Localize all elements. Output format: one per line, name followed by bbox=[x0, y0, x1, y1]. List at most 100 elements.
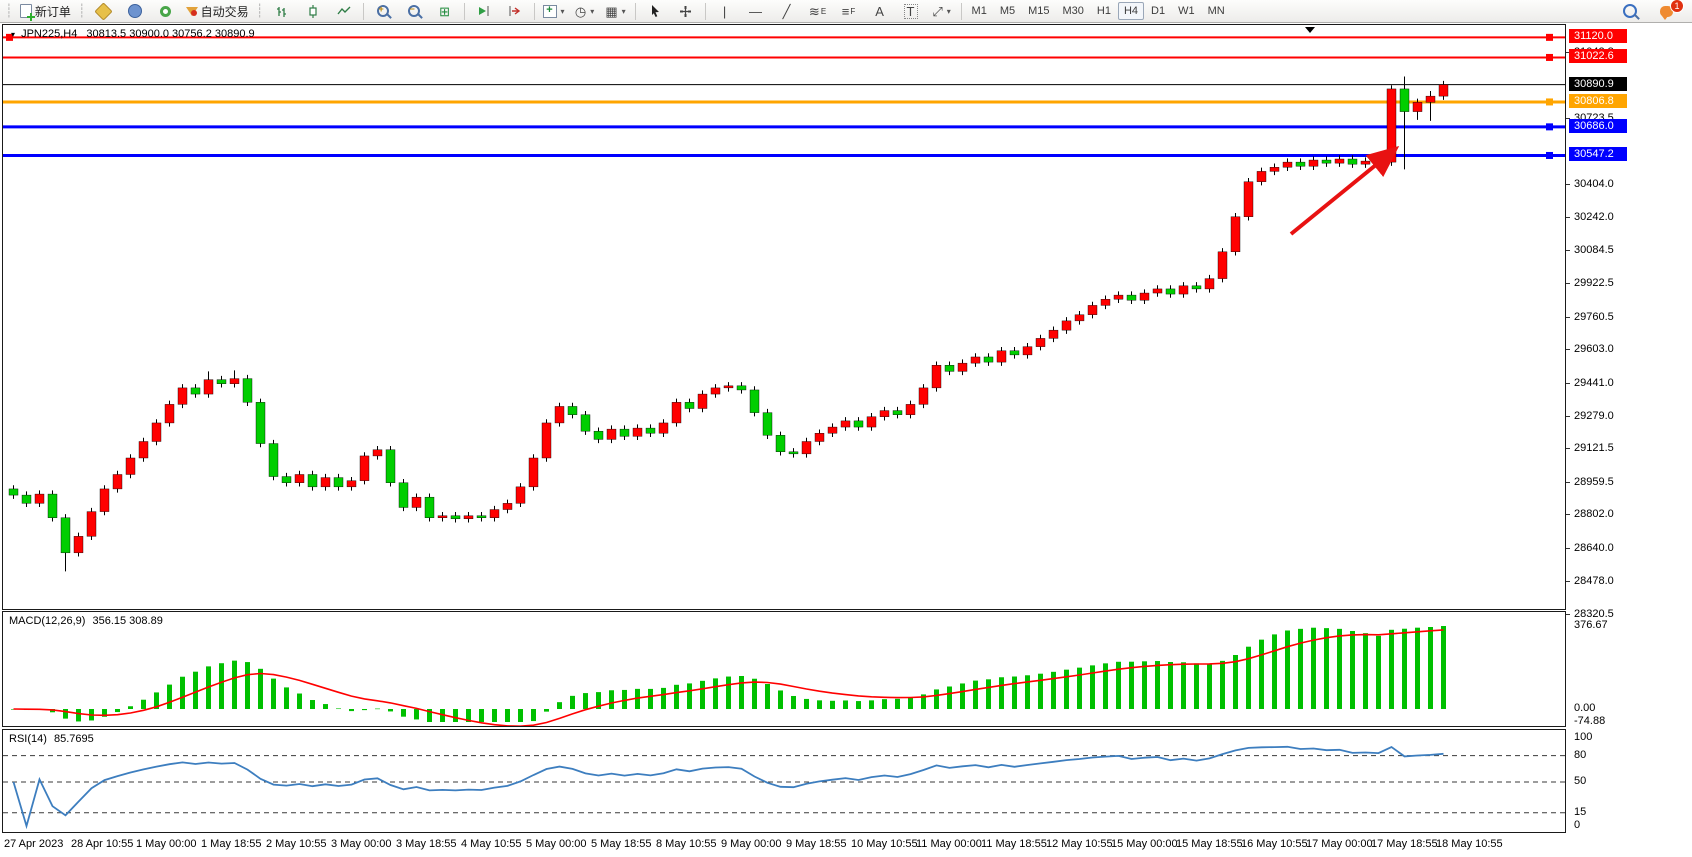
macd-histogram-bar bbox=[1181, 662, 1186, 709]
cursor-button[interactable] bbox=[640, 0, 670, 22]
timeframe-M15[interactable]: M15 bbox=[1028, 5, 1050, 17]
toolbar-separator bbox=[704, 2, 706, 20]
horizontal-line-button[interactable]: — bbox=[741, 0, 771, 22]
macd-histogram-bar bbox=[1103, 663, 1108, 709]
candlestick-chart-button[interactable] bbox=[298, 0, 328, 22]
search-button[interactable] bbox=[1615, 0, 1645, 22]
candle bbox=[1113, 294, 1124, 300]
candle bbox=[320, 477, 331, 488]
auto-scroll-icon bbox=[479, 6, 489, 16]
main-chart-panel[interactable]: ▾ JPN225,H4 30813.5 30900.0 30756.2 3089… bbox=[2, 24, 1566, 610]
line-handle[interactable] bbox=[1546, 123, 1553, 131]
price-tick-label: 29121.5 bbox=[1574, 442, 1614, 455]
vertical-line-button[interactable]: | bbox=[710, 0, 740, 22]
price-line-badge: 31120.0 bbox=[1569, 29, 1627, 44]
timeframe-M1[interactable]: M1 bbox=[971, 5, 987, 17]
periods-button[interactable]: ◷ ▾ bbox=[570, 0, 600, 22]
macd-histogram-bar bbox=[466, 709, 471, 722]
timeframe-M5[interactable]: M5 bbox=[999, 5, 1016, 17]
line-handle[interactable] bbox=[6, 33, 13, 41]
candle bbox=[489, 509, 500, 518]
candle bbox=[710, 387, 721, 395]
crosshair-button[interactable] bbox=[671, 0, 701, 22]
candle bbox=[177, 387, 188, 405]
trendline-button[interactable]: ╱ bbox=[772, 0, 802, 22]
macd-histogram-bar bbox=[895, 698, 900, 709]
candle bbox=[697, 393, 708, 409]
line-handle[interactable] bbox=[1546, 151, 1553, 159]
time-label: 9 May 18:55 bbox=[786, 838, 847, 850]
title-marker-icon: ▾ bbox=[11, 30, 16, 39]
timeframe-M30[interactable]: M30 bbox=[1062, 5, 1084, 17]
line-handle[interactable] bbox=[1546, 53, 1553, 61]
trendline-icon: ╱ bbox=[782, 3, 791, 19]
rsi-chart[interactable] bbox=[3, 730, 1565, 832]
timeframe-H4[interactable]: H4 bbox=[1117, 2, 1145, 20]
chart-shift-button[interactable] bbox=[500, 0, 530, 22]
candle bbox=[645, 427, 656, 434]
timeframe-H1[interactable]: H1 bbox=[1096, 5, 1111, 17]
new-order-button[interactable]: 新订单 bbox=[16, 0, 75, 22]
rsi-value: 85.7695 bbox=[53, 733, 94, 745]
alerts-button[interactable] bbox=[151, 0, 181, 22]
zoom-in-button[interactable]: + bbox=[368, 0, 398, 22]
line-handle[interactable] bbox=[1546, 98, 1553, 106]
notifications-button[interactable]: 1 bbox=[1651, 0, 1684, 22]
macd-histogram-bar bbox=[1376, 635, 1381, 709]
time-label: 5 May 00:00 bbox=[526, 838, 587, 850]
macd-histogram-bar bbox=[1207, 663, 1212, 709]
text-button[interactable]: A bbox=[865, 0, 895, 22]
profiles-button[interactable] bbox=[120, 0, 150, 22]
candle bbox=[996, 350, 1007, 363]
macd-panel[interactable]: MACD(12,26,9) 356.15 308.89 bbox=[2, 611, 1566, 727]
text-label-button[interactable]: T bbox=[896, 0, 926, 22]
rsi-axis-label: 100 bbox=[1574, 731, 1593, 743]
macd-histogram-bar bbox=[167, 684, 172, 709]
macd-histogram-bar bbox=[245, 662, 250, 709]
candle bbox=[879, 410, 890, 417]
macd-name: MACD(12,26,9) bbox=[9, 615, 86, 627]
macd-histogram-bar bbox=[1129, 661, 1134, 709]
candle bbox=[307, 474, 318, 488]
rsi-axis-label: 0 bbox=[1574, 819, 1581, 831]
time-label: 17 May 18:55 bbox=[1371, 838, 1438, 850]
charts-button[interactable] bbox=[89, 0, 119, 22]
macd-histogram-bar bbox=[882, 699, 887, 709]
line-chart-button[interactable] bbox=[329, 0, 359, 22]
price-tick-label: 29441.0 bbox=[1574, 376, 1614, 389]
candle bbox=[151, 422, 162, 442]
macd-histogram-bar bbox=[1441, 626, 1446, 709]
timeframe-MN[interactable]: MN bbox=[1207, 5, 1225, 17]
macd-histogram-bar bbox=[427, 709, 432, 722]
trend-arrow-annotation[interactable] bbox=[1289, 145, 1400, 236]
macd-histogram-bar bbox=[1051, 671, 1056, 709]
indicators-button[interactable]: + ▾ bbox=[539, 0, 569, 22]
chevron-down-icon: ▾ bbox=[621, 6, 626, 16]
candlestick-icon bbox=[308, 4, 317, 18]
macd-chart[interactable] bbox=[3, 612, 1565, 726]
timeframe-W1[interactable]: W1 bbox=[1178, 5, 1195, 17]
autotrading-button[interactable]: 自动交易 bbox=[182, 0, 253, 22]
new-order-label: 新订单 bbox=[34, 4, 71, 19]
crosshair-icon bbox=[680, 5, 692, 17]
templates-button[interactable]: ▦ ▾ bbox=[601, 0, 631, 22]
line-handle[interactable] bbox=[1546, 33, 1553, 41]
candle bbox=[1178, 285, 1189, 295]
candle bbox=[450, 515, 461, 520]
arrows-button[interactable]: ⤢ ▾ bbox=[927, 0, 957, 22]
bar-chart-button[interactable] bbox=[267, 0, 297, 22]
candle bbox=[580, 414, 591, 432]
macd-histogram-bar bbox=[115, 709, 120, 713]
rsi-axis-label: 50 bbox=[1574, 775, 1587, 787]
macd-histogram-bar bbox=[921, 694, 926, 709]
rsi-panel[interactable]: RSI(14) 85.7695 bbox=[2, 729, 1566, 833]
price-tick bbox=[1566, 249, 1570, 251]
tile-windows-button[interactable]: ⊞ bbox=[430, 0, 460, 22]
auto-scroll-button[interactable] bbox=[469, 0, 499, 22]
equidistant-channel-button[interactable]: ≋ E bbox=[803, 0, 833, 22]
candle bbox=[1295, 161, 1306, 167]
price-chart[interactable] bbox=[3, 25, 1565, 609]
timeframe-D1[interactable]: D1 bbox=[1151, 5, 1166, 17]
fibonacci-button[interactable]: ≡ F bbox=[834, 0, 864, 22]
zoom-out-button[interactable]: − bbox=[399, 0, 429, 22]
